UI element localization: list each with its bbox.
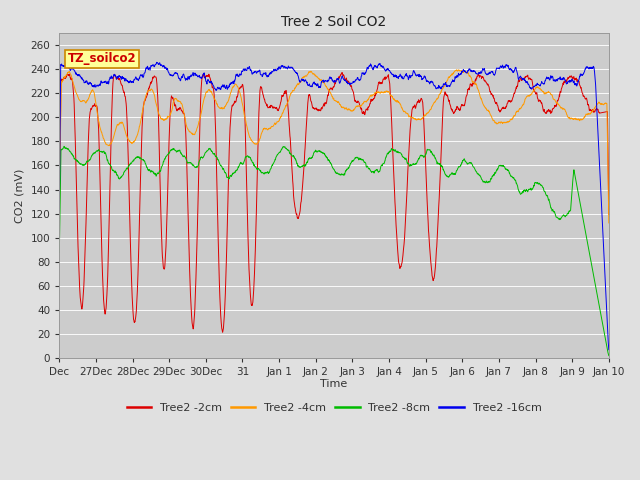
Tree2 -2cm <box>589 109 597 115</box>
Tree2 -2cm <box>84 168 92 174</box>
Tree2 -16cm <box>323 78 331 84</box>
Tree2 -8cm <box>308 155 316 160</box>
Tree2 -4cm <box>589 107 596 113</box>
Tree2 -8cm <box>60 144 68 149</box>
Tree2 -4cm <box>56 208 63 214</box>
Y-axis label: CO2 (mV): CO2 (mV) <box>15 168 25 223</box>
Line: Tree2 -4cm: Tree2 -4cm <box>60 70 609 223</box>
Tree2 -2cm <box>339 70 346 75</box>
Tree2 -4cm <box>605 220 612 226</box>
Text: TZ_soilco2: TZ_soilco2 <box>68 52 136 65</box>
Line: Tree2 -16cm: Tree2 -16cm <box>60 62 609 350</box>
Tree2 -16cm <box>308 84 316 89</box>
Tree2 -4cm <box>323 84 330 89</box>
Tree2 -8cm <box>605 353 612 359</box>
Tree2 -2cm <box>219 329 227 335</box>
Tree2 -4cm <box>84 98 92 104</box>
Tree2 -16cm <box>84 80 92 86</box>
Tree2 -2cm <box>308 104 316 109</box>
Tree2 -2cm <box>589 109 597 115</box>
Legend: Tree2 -2cm, Tree2 -4cm, Tree2 -8cm, Tree2 -16cm: Tree2 -2cm, Tree2 -4cm, Tree2 -8cm, Tree… <box>122 399 546 418</box>
Tree2 -4cm <box>589 107 597 113</box>
Tree2 -4cm <box>488 116 496 121</box>
Tree2 -16cm <box>153 60 161 65</box>
Line: Tree2 -2cm: Tree2 -2cm <box>60 72 609 332</box>
Tree2 -8cm <box>589 270 597 276</box>
Tree2 -8cm <box>56 250 63 255</box>
Tree2 -2cm <box>605 211 612 217</box>
Title: Tree 2 Soil CO2: Tree 2 Soil CO2 <box>282 15 387 29</box>
Tree2 -2cm <box>323 98 331 104</box>
Tree2 -16cm <box>56 208 63 214</box>
Tree2 -2cm <box>489 92 497 98</box>
Tree2 -8cm <box>589 269 596 275</box>
X-axis label: Time: Time <box>321 379 348 389</box>
Tree2 -2cm <box>56 216 63 222</box>
Tree2 -8cm <box>488 173 496 179</box>
Tree2 -16cm <box>488 69 496 74</box>
Tree2 -4cm <box>308 70 316 75</box>
Tree2 -16cm <box>605 347 612 353</box>
Tree2 -8cm <box>84 158 92 164</box>
Tree2 -16cm <box>589 64 597 70</box>
Tree2 -4cm <box>453 67 461 72</box>
Line: Tree2 -8cm: Tree2 -8cm <box>60 146 609 356</box>
Tree2 -16cm <box>589 65 596 71</box>
Tree2 -8cm <box>323 154 331 160</box>
